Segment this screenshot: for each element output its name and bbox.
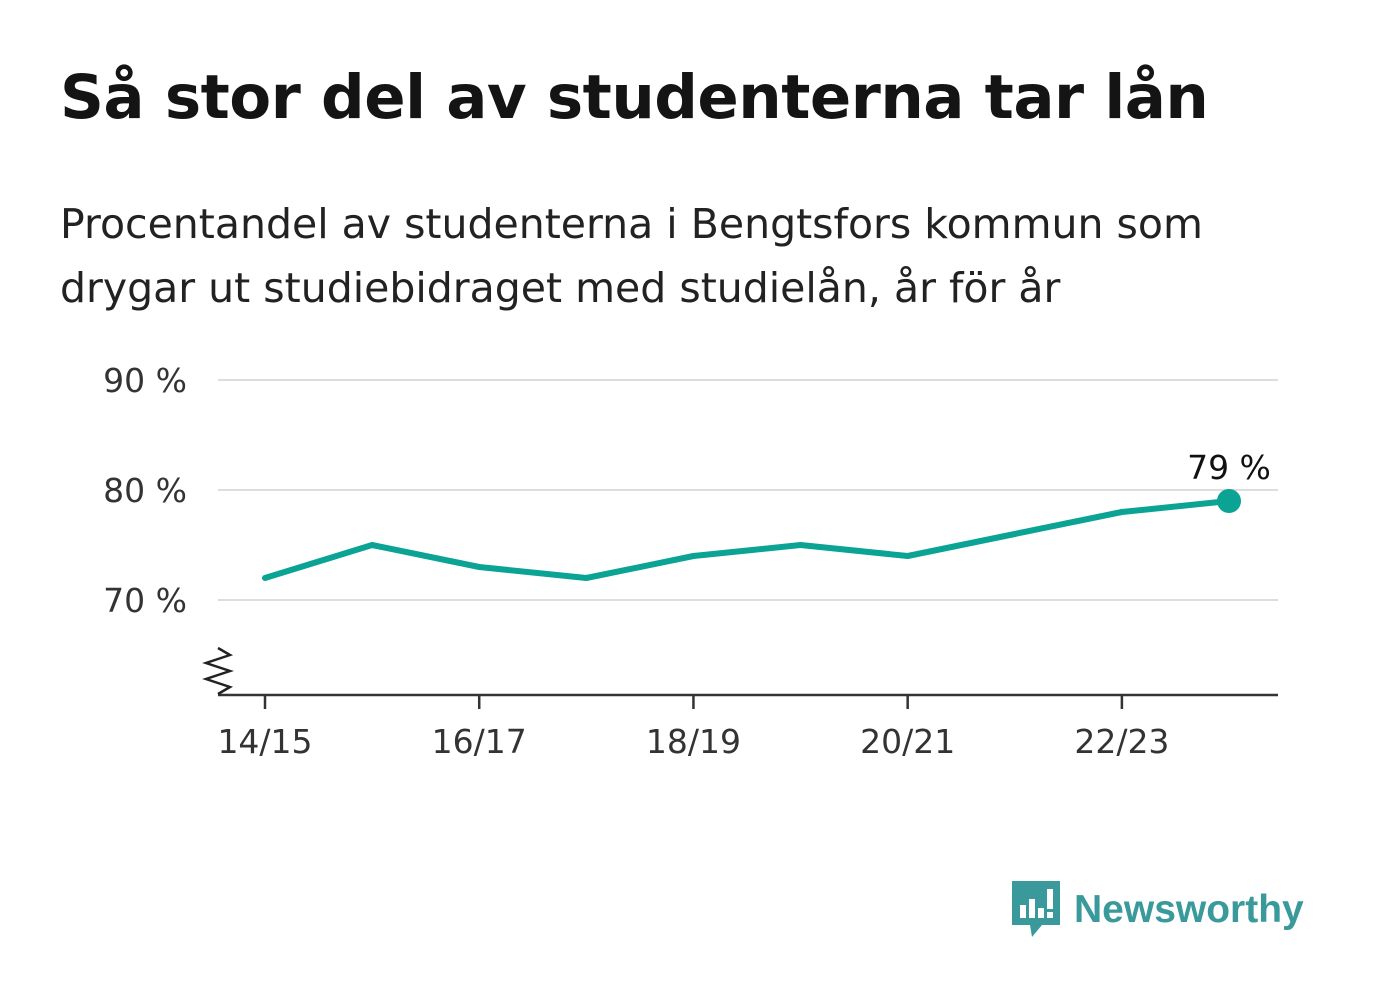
chart-subtitle: Procentandel av studenterna i Bengtsfors… [60, 200, 1203, 312]
x-tick-label: 14/15 [217, 722, 312, 761]
axis-break-icon [202, 646, 234, 696]
y-tick-label: 90 % [103, 361, 187, 400]
series-line [262, 498, 1232, 581]
y-tick-label: 80 % [103, 471, 187, 510]
y-axis-labels: 70 % 80 % 90 % [103, 361, 187, 620]
newsworthy-logo-icon [1012, 881, 1060, 937]
grid-lines [218, 379, 1278, 601]
x-tick-label: 16/17 [432, 722, 527, 761]
end-point-marker [1217, 489, 1241, 513]
x-tick-label: 22/23 [1074, 722, 1169, 761]
x-tick-label: 20/21 [860, 722, 955, 761]
brand-logo: Newsworthy [1010, 878, 1304, 942]
brand-name: Newsworthy [1074, 888, 1304, 931]
end-value-label: 79 % [1187, 448, 1271, 487]
x-tick-label: 18/19 [646, 722, 741, 761]
series-layer: 79 % [262, 448, 1271, 581]
y-tick-label: 70 % [103, 581, 187, 620]
x-axis [202, 646, 1278, 709]
x-axis-labels: 14/15 16/17 18/19 20/21 22/23 [217, 722, 1169, 761]
chart-title: Så stor del av studenterna tar lån [60, 62, 1209, 133]
